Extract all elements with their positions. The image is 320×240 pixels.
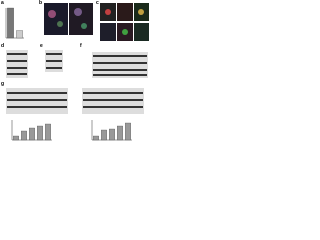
panel-label: g <box>1 81 4 87</box>
bar <box>29 127 35 141</box>
bar <box>45 123 51 141</box>
bar <box>125 122 131 141</box>
bar <box>109 128 115 141</box>
blot-e <box>45 50 63 72</box>
bar <box>16 30 23 39</box>
panel-label: f <box>80 43 82 49</box>
panel-label: e <box>40 43 43 49</box>
blot-d <box>6 50 28 78</box>
bar <box>13 135 19 141</box>
bar <box>37 125 43 141</box>
panel-label: d <box>1 43 4 49</box>
bar <box>101 129 107 141</box>
bar <box>7 7 14 39</box>
panel-label: c <box>96 0 99 6</box>
blot-f <box>92 52 148 78</box>
blot-g <box>6 88 144 114</box>
microscopy-b <box>44 3 93 35</box>
figure: a b c d e f g <box>1 0 149 141</box>
panel-label: a <box>1 0 4 6</box>
microscopy-c <box>100 3 149 41</box>
panel-label: b <box>39 0 42 6</box>
bar <box>21 130 27 141</box>
bar <box>117 125 123 141</box>
bar <box>93 135 99 141</box>
